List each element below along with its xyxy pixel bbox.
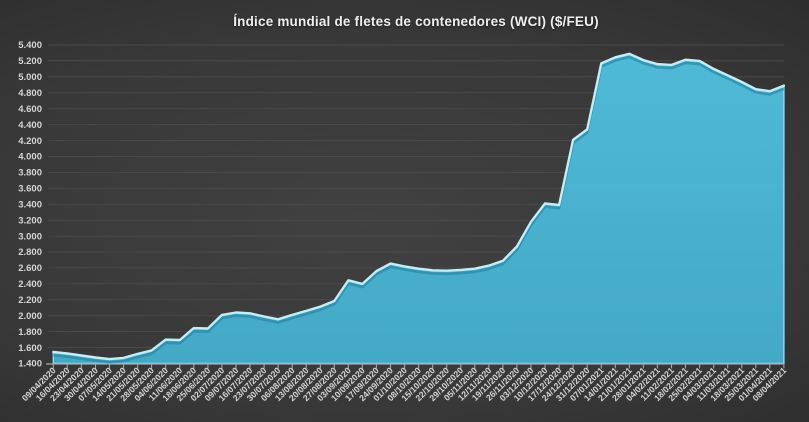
y-axis-labels: 1.400 1.600 1.800 2.000 2.200 2.400 2.600 2.800… [18,40,42,370]
y-axis-tick-label: 3.000 [18,231,42,242]
y-axis-tick-label: 1.800 [18,327,42,338]
x-axis [46,363,785,369]
y-axis-tick-label: 2.200 [18,295,42,306]
y-axis-tick-label: 5.000 [18,72,42,83]
y-axis-tick-label: 3.400 [18,199,42,210]
y-axis-tick-label: 3.800 [18,168,42,179]
y-axis-tick-label: 1.600 [18,343,42,354]
y-axis-tick-label: 2.600 [18,263,42,274]
y-axis-tick-label: 4.600 [18,104,42,115]
y-axis-tick-label: 4.000 [18,152,42,163]
y-axis-tick-label: 2.800 [18,247,42,258]
y-axis-tick-label: 5.200 [18,56,42,67]
area-edge-shadow [53,55,785,364]
y-axis-tick-label: 3.600 [18,184,42,195]
y-axis-tick-label: 5.400 [18,40,42,51]
area-edge-highlight [52,52,786,361]
y-axis-tick-label: 1.400 [18,359,42,370]
area-series-wci [52,52,786,365]
area-fill [52,53,785,365]
y-axis-tick-label: 2.000 [18,311,42,322]
y-axis-tick-label: 2.400 [18,279,42,290]
chart-title: Índice mundial de fletes de contenedores… [233,14,599,29]
y-axis-tick-label: 4.400 [18,120,42,131]
y-axis-tick-label: 3.200 [18,215,42,226]
y-axis-tick-label: 4.200 [18,136,42,147]
x-axis-labels: 09/04/202016/04/202023/04/202030/04/2020… [20,365,789,403]
y-axis-tick-label: 4.800 [18,88,42,99]
